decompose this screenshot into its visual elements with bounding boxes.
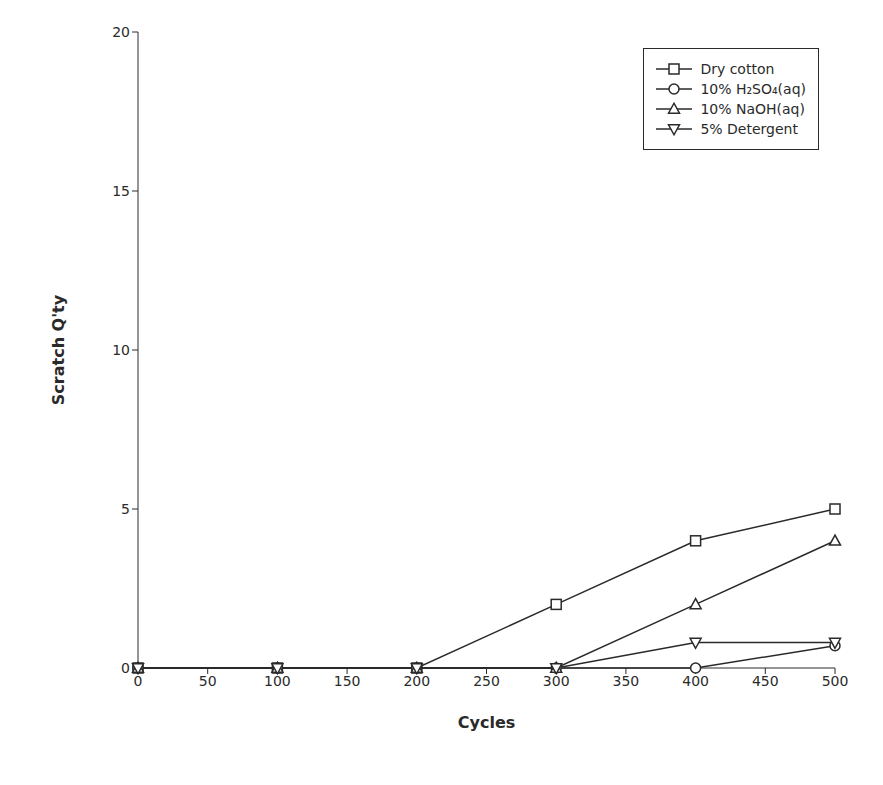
svg-text:15: 15 <box>112 183 130 199</box>
svg-text:50: 50 <box>199 673 217 689</box>
html-text:5% Detergent: 5% Detergent <box>700 121 798 137</box>
svg-text:400: 400 <box>682 673 709 689</box>
svg-text:450: 450 <box>752 673 779 689</box>
svg-text:200: 200 <box>403 673 430 689</box>
svg-text:500: 500 <box>822 673 849 689</box>
svg-text:5: 5 <box>121 501 130 517</box>
svg-text:100: 100 <box>264 673 291 689</box>
svg-text:0: 0 <box>134 673 143 689</box>
svg-text:300: 300 <box>543 673 570 689</box>
svg-text:20: 20 <box>112 24 130 40</box>
html-text:Dry cotton: Dry cotton <box>700 61 775 77</box>
svg-text:Scratch Q'ty: Scratch Q'ty <box>49 294 68 405</box>
html-text:10% H₂SO₄(aq): 10% H₂SO₄(aq) <box>700 81 806 97</box>
svg-text:250: 250 <box>473 673 500 689</box>
svg-text:0: 0 <box>121 660 130 676</box>
svg-text:10: 10 <box>112 342 130 358</box>
svg-text:150: 150 <box>334 673 361 689</box>
svg-text:Cycles: Cycles <box>458 713 516 732</box>
svg-text:350: 350 <box>613 673 640 689</box>
html-text:10% NaOH(aq): 10% NaOH(aq) <box>700 101 805 117</box>
